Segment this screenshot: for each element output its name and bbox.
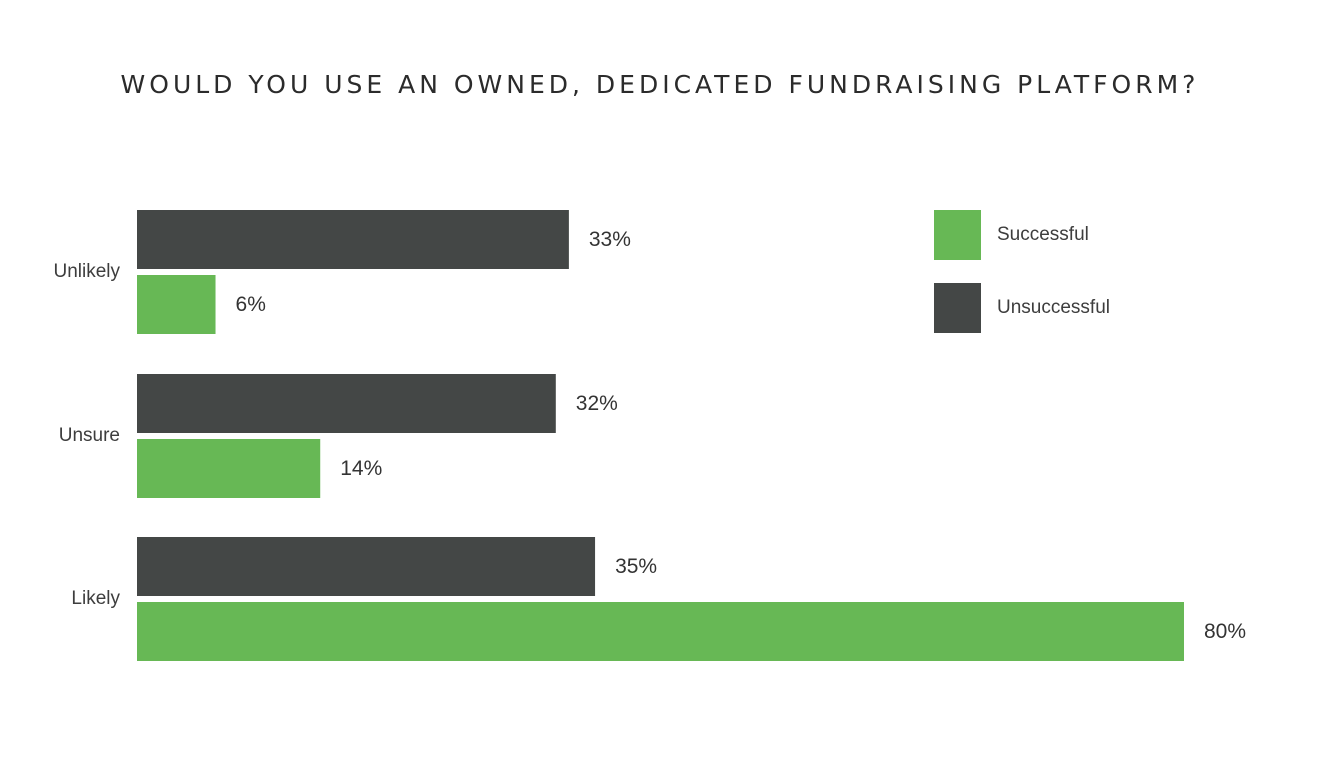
value-label-successful-unsure: 14%	[340, 457, 382, 480]
bar-unsuccessful-likely	[137, 537, 596, 596]
labels-layer: Unlikely 33% 6% Unsure 32% 14% Likely 35% 80%	[53, 228, 1246, 643]
legend: Successful Unsuccessful	[934, 210, 1110, 333]
value-label-unsuccessful-likely: 35%	[615, 555, 657, 578]
value-label-unsuccessful-unlikely: 33%	[589, 228, 631, 251]
value-label-unsuccessful-unsure: 32%	[576, 392, 618, 415]
bars-layer	[137, 210, 1184, 661]
bar-successful-unsure	[137, 439, 321, 498]
value-label-successful-likely: 80%	[1204, 620, 1246, 643]
legend-swatch-unsuccessful	[934, 283, 981, 333]
category-label-likely: Likely	[71, 588, 120, 609]
category-label-unsure: Unsure	[59, 425, 120, 446]
bar-unsuccessful-unlikely	[137, 210, 569, 269]
bar-successful-likely	[137, 602, 1184, 661]
bar-successful-unlikely	[137, 275, 216, 334]
legend-label-unsuccessful: Unsuccessful	[997, 297, 1110, 318]
value-label-successful-unlikely: 6%	[236, 293, 266, 316]
chart-title: WOULD YOU USE AN OWNED, DEDICATED FUNDRA…	[120, 70, 1200, 99]
legend-label-successful: Successful	[997, 224, 1089, 245]
legend-swatch-successful	[934, 210, 981, 260]
category-label-unlikely: Unlikely	[53, 261, 120, 282]
bar-unsuccessful-unsure	[137, 374, 556, 433]
